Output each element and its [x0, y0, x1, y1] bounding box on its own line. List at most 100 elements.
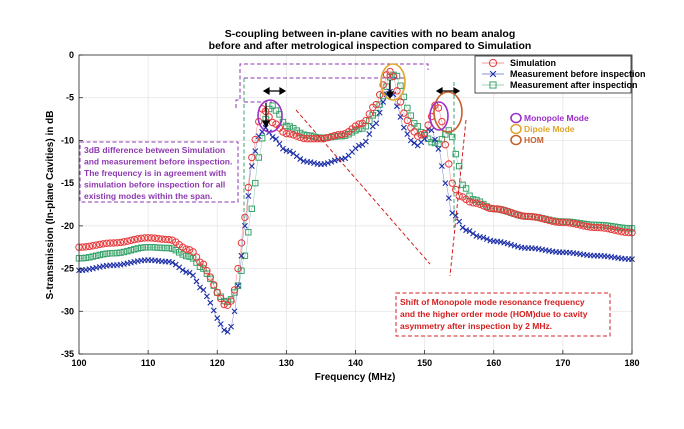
series-0-point-99	[417, 131, 425, 139]
series-0-point-42	[220, 300, 228, 309]
series-1-point-57	[273, 136, 279, 142]
series-1-point-67	[307, 159, 314, 166]
annotation-shift-line-2: and the higher order mode (HOM)due to ca…	[400, 309, 588, 319]
series-2-point-59	[279, 118, 287, 126]
series-0-point-138	[552, 218, 560, 226]
mode-legend-monopole: Monopole Mode	[524, 113, 589, 123]
series-1-point-61	[286, 148, 293, 155]
series-0-point-136	[545, 216, 553, 225]
annotation-3db-line-4: simulation before inspection for all	[84, 180, 225, 190]
y-tick-label-6: -30	[61, 306, 74, 316]
series-0-point-110	[455, 192, 463, 200]
series-2-point-110	[455, 162, 463, 170]
series-2-point-6	[96, 251, 103, 259]
y-tick-label-3: -15	[61, 178, 74, 188]
series-0-point-38	[206, 273, 215, 281]
series-1-point-77	[342, 155, 349, 162]
series-2-point-109	[452, 150, 459, 158]
mode-legend-hom: HOM	[524, 135, 544, 145]
series-0-point-68	[310, 135, 318, 143]
x-tick-label-3: 130	[279, 358, 294, 368]
series-1-point-102	[428, 127, 435, 134]
series-0-point-88	[379, 81, 387, 89]
series-2-point-49	[245, 229, 252, 236]
series-2-point-60	[283, 122, 290, 130]
series-2-point-104	[435, 140, 442, 148]
series-0-point-67	[306, 135, 315, 143]
series-0-point-149	[590, 223, 598, 232]
series-0-point-146	[579, 222, 588, 230]
series-0-point-123	[500, 206, 508, 215]
series-0-point-116	[476, 200, 484, 208]
hom-ellipse	[433, 91, 463, 133]
y-axis-label: S-transmission (In-plane Cavities) in dB	[45, 111, 56, 300]
series-0-point-141	[562, 218, 571, 227]
series-1-point-80	[352, 145, 359, 152]
series-1-point-68	[311, 160, 317, 167]
series-2-point-79	[348, 129, 356, 136]
legend-markers	[482, 58, 504, 89]
series-2-point-87	[376, 101, 383, 108]
series-0-point-90	[386, 67, 394, 76]
series-2-point-23	[155, 244, 162, 251]
series-0-point-60	[282, 129, 291, 138]
series-0-point-2	[82, 243, 90, 251]
series-2-point-51	[252, 179, 259, 187]
series-0-point-86	[372, 100, 380, 109]
series-0-point-119	[486, 204, 494, 213]
series-0-point-148	[586, 223, 595, 231]
series-0-point-154	[607, 225, 615, 234]
series-2-point-18	[137, 244, 145, 252]
monopole-ellipse-2	[429, 101, 449, 131]
series-0-point-133	[534, 213, 543, 222]
series-0-point-61	[286, 130, 294, 138]
annotation-3db-line-3: The frequency is in agreement with	[84, 168, 226, 178]
series-0-point-21	[147, 234, 156, 242]
annotation-3db-line-5: existing modes within the span.	[84, 191, 212, 201]
series-1-point-58	[276, 140, 283, 147]
series-0-point-87	[375, 91, 384, 99]
series-0-point-139	[555, 218, 564, 226]
series-0-point-122	[496, 205, 505, 214]
series-2-point-7	[99, 251, 107, 258]
series-0-point-30	[178, 243, 187, 251]
series-0-point-130	[524, 212, 533, 221]
series-0-point-105	[438, 117, 446, 126]
x-tick-label-6: 160	[486, 358, 501, 368]
series-0-point-64	[296, 133, 304, 142]
series-1-point-125	[508, 241, 514, 248]
series-0-point-113	[465, 198, 474, 206]
red-line-right	[449, 119, 467, 277]
series-1-point-123	[501, 239, 508, 246]
legend-label-after: Measurement after inspection	[510, 80, 638, 90]
series-0-point-129	[521, 212, 529, 220]
series-0-point-109	[452, 185, 460, 194]
series-0-point-59	[279, 128, 287, 136]
series-0-point-114	[469, 199, 477, 207]
series-0-point-23	[154, 234, 163, 243]
series-2-point-3	[86, 254, 93, 261]
series-0-point-12	[116, 238, 125, 247]
series-1-point-35	[197, 284, 203, 291]
series-0-point-39	[210, 281, 218, 289]
series-1	[76, 88, 635, 335]
y-tick-label-7: -35	[61, 349, 74, 359]
series-2-point-15	[127, 246, 135, 254]
series-0-point-45	[230, 286, 239, 294]
annotation-shift-box	[395, 292, 611, 337]
series-0-point-94	[400, 109, 408, 117]
series-1-point-87	[376, 109, 383, 116]
series-0-point-16	[130, 235, 139, 244]
annotation-3db-box	[79, 141, 239, 203]
series-1-point-124	[504, 240, 511, 247]
annotation-3db-line-2: and measurement before inspection.	[84, 157, 232, 167]
series-0-point-118	[483, 203, 491, 211]
series-1-point-86	[373, 120, 380, 127]
legend-marker-2	[489, 81, 497, 89]
series-0-point-135	[541, 215, 550, 224]
series-1-point-39	[210, 307, 217, 314]
series-2-point-96	[407, 112, 415, 119]
series-1-point-42	[221, 327, 228, 334]
series-0-point-22	[151, 234, 159, 242]
series-1-point-52	[255, 133, 262, 140]
